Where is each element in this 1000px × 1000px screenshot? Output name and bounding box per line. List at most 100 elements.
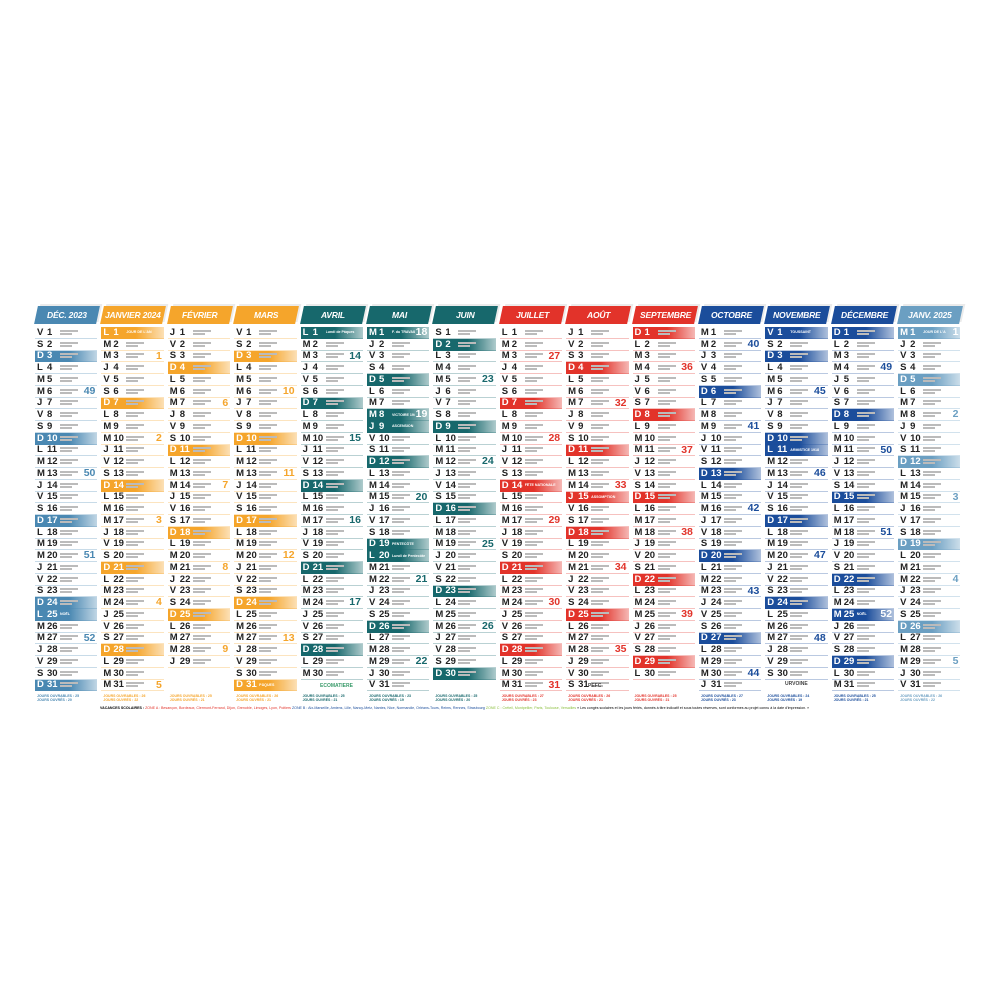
- weekday-letter: V: [568, 420, 575, 432]
- weekday-letter: M: [302, 503, 311, 515]
- day-number: 3: [246, 350, 252, 362]
- weekday-letter: S: [568, 514, 575, 526]
- day-number: 18: [710, 526, 722, 538]
- day-number: 25: [179, 608, 191, 620]
- day-number: 23: [47, 585, 58, 597]
- weekday-letter: M: [236, 620, 245, 632]
- day-row: V 30: [566, 668, 629, 680]
- day-label: [60, 423, 97, 430]
- weekday-letter: D: [833, 491, 841, 503]
- day-label: ASCENSION: [391, 424, 414, 429]
- weekday-letter: V: [169, 585, 177, 597]
- day-number: 15: [378, 491, 390, 503]
- day-row: D 26: [898, 621, 961, 633]
- day-number: 27: [710, 632, 722, 644]
- weekday-letter: J: [368, 420, 375, 432]
- day-label: [923, 435, 960, 442]
- day-row: L 25: [765, 609, 828, 621]
- day-number: 29: [777, 655, 788, 667]
- weekday-letter: J: [700, 432, 707, 444]
- day-label: [391, 576, 415, 583]
- day-label: [391, 470, 429, 477]
- day-number: 31: [378, 679, 390, 691]
- week-number: 14: [349, 349, 361, 362]
- day-number: 30: [710, 667, 722, 679]
- month-column: JUILLET L 1 M 2 M 3 27 J 4 V 5 S 6 D 7 L 8 M 9 M 10 28 J 11 V 12 S 1…: [498, 306, 566, 704]
- month-header: MAI: [366, 306, 433, 324]
- month-name: MAI: [391, 310, 407, 320]
- weekday-letter: M: [302, 597, 311, 609]
- day-number: 14: [710, 479, 722, 491]
- day-label: [259, 470, 282, 477]
- day-label: [923, 540, 960, 547]
- day-number: 6: [910, 385, 916, 397]
- day-number: 9: [644, 420, 650, 432]
- weekday-letter: L: [236, 362, 242, 374]
- day-label: [325, 540, 363, 547]
- weekday-letter: M: [900, 561, 908, 573]
- weekday-letter: V: [169, 503, 177, 515]
- week-number: 37: [681, 443, 693, 456]
- day-number: 23: [511, 585, 523, 597]
- week-number: 11: [283, 467, 295, 479]
- day-label: VICTOIRE 1945: [391, 412, 416, 417]
- day-label: [591, 634, 628, 641]
- day-number: 1: [246, 326, 252, 338]
- day-number: 26: [47, 620, 58, 632]
- day-label: [458, 411, 495, 418]
- weekday-letter: L: [435, 350, 442, 362]
- day-row: M 17 29: [499, 514, 563, 527]
- week-number: 39: [681, 608, 693, 620]
- day-row: S 25: [898, 609, 961, 621]
- weekday-letter: L: [568, 373, 574, 385]
- day-number: 10: [246, 432, 257, 444]
- day-number: 23: [113, 585, 124, 597]
- day-number: 12: [179, 456, 191, 468]
- day-label: [325, 458, 363, 465]
- day-row: J 19: [831, 538, 895, 551]
- day-number: 19: [113, 538, 124, 550]
- day-label: [856, 505, 894, 512]
- weekday-letter: L: [900, 550, 906, 562]
- day-number: 13: [179, 467, 191, 479]
- weekday-letter: S: [767, 420, 774, 432]
- day-label: [325, 482, 363, 489]
- day-number: 27: [378, 632, 390, 644]
- day-number: 28: [777, 644, 788, 656]
- weekday-letter: M: [501, 585, 510, 597]
- day-row: M 20: [566, 550, 629, 562]
- day-number: 30: [445, 667, 456, 679]
- weekday-letter: J: [302, 526, 308, 538]
- month-header: DÉC. 2023: [34, 306, 101, 324]
- day-row: M 29: [698, 656, 762, 668]
- day-number: 15: [246, 491, 257, 503]
- weekday-letter: M: [368, 655, 377, 667]
- day-label: [60, 552, 83, 559]
- day-number: 17: [511, 514, 523, 526]
- day-label: [790, 576, 827, 583]
- day-number: 28: [113, 644, 124, 656]
- day-number: 1: [445, 326, 451, 338]
- week-number: 34: [614, 561, 627, 573]
- day-label: [458, 587, 495, 594]
- day-label: [391, 458, 429, 465]
- day-row: J 14: [35, 480, 98, 492]
- day-number: 8: [578, 409, 584, 421]
- day-label: [192, 505, 230, 512]
- day-label: [60, 388, 83, 395]
- day-label: [923, 623, 960, 630]
- day-row: V 18: [698, 526, 762, 539]
- day-row: S 25: [366, 609, 430, 621]
- day-label: [259, 411, 296, 418]
- day-label: [856, 599, 894, 606]
- weekday-letter: J: [37, 561, 43, 573]
- day-number: 10: [445, 432, 456, 444]
- weekday-letter: V: [700, 362, 708, 374]
